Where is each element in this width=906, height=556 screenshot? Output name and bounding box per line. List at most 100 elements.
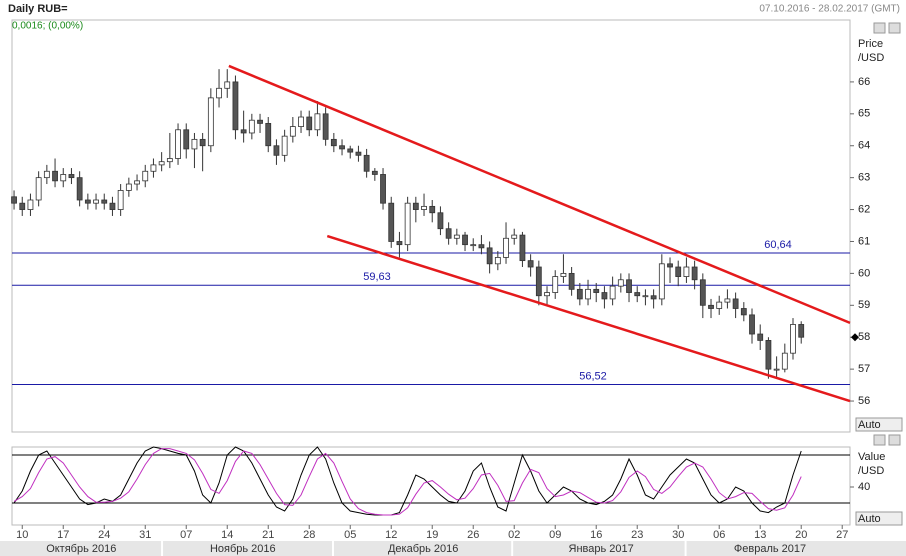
candle-body <box>314 113 321 131</box>
candle-body <box>429 205 436 214</box>
candle-body <box>125 183 132 191</box>
candle-body <box>511 234 518 239</box>
candle-body <box>478 244 485 249</box>
y-tick-label: 63 <box>858 172 870 184</box>
candle-body <box>716 301 723 309</box>
candle-body <box>76 177 83 201</box>
candle-body <box>306 116 313 131</box>
candle-body <box>380 174 386 204</box>
candle-body <box>330 138 337 147</box>
level-label: 60,64 <box>764 239 792 251</box>
candle-body <box>617 279 624 287</box>
candle-body <box>708 304 714 309</box>
level-label: 59,63 <box>363 271 391 283</box>
month-label: Февраль 2017 <box>734 543 806 555</box>
candle-body <box>60 174 67 182</box>
candle-body <box>560 272 567 277</box>
trendline <box>326 234 851 403</box>
price-frame <box>11 19 851 433</box>
x-tick-label: 28 <box>303 529 315 541</box>
candle-body <box>519 234 526 262</box>
scale-label: Auto <box>858 419 881 431</box>
candle-body <box>35 177 42 201</box>
candle-body <box>724 298 731 303</box>
candle-body <box>150 164 157 172</box>
candle-body <box>667 263 673 268</box>
y-tick-label: 40 <box>858 481 870 493</box>
oscillator-line <box>13 448 802 516</box>
y-tick-label: 64 <box>858 140 870 152</box>
candle-body <box>273 145 280 156</box>
candle-body <box>240 129 247 134</box>
candle-body <box>462 234 468 246</box>
candle-body <box>232 81 239 131</box>
icon[interactable] <box>888 22 901 34</box>
candle-body <box>371 170 378 175</box>
candle-body <box>68 174 75 179</box>
candle-body <box>52 170 58 182</box>
candle-body <box>183 129 190 150</box>
candle-body <box>257 119 263 124</box>
axis-label: /USD <box>858 465 884 477</box>
icon[interactable] <box>873 22 886 34</box>
candle-body <box>363 154 370 172</box>
candle-body <box>404 202 411 246</box>
y-tick-label: 56 <box>858 395 870 407</box>
candle-body <box>347 148 354 153</box>
candle-body <box>593 288 600 293</box>
scale-button[interactable] <box>855 511 903 526</box>
candle-body <box>773 368 780 371</box>
candle-body <box>19 202 26 210</box>
month-label: Декабрь 2016 <box>388 543 458 555</box>
x-tick-label: 16 <box>590 529 602 541</box>
candle-body <box>11 196 17 204</box>
x-tick-label: 14 <box>221 529 233 541</box>
x-tick-label: 07 <box>180 529 192 541</box>
candle-body <box>740 308 747 316</box>
candle-body <box>281 135 288 156</box>
candle-body <box>527 260 534 268</box>
candle-body <box>453 234 460 239</box>
candle-body <box>642 295 649 298</box>
x-tick-label: 12 <box>385 529 397 541</box>
candle-body <box>437 212 444 230</box>
level-label-bg <box>573 370 613 383</box>
candle-body <box>749 314 755 335</box>
candle-body <box>445 228 452 239</box>
candle-body <box>355 151 362 156</box>
candle-body <box>289 126 296 137</box>
candle-body <box>609 285 616 300</box>
candle-body <box>486 247 493 265</box>
candle-body <box>585 288 591 300</box>
icon[interactable] <box>888 434 901 446</box>
candle-body <box>552 276 559 293</box>
candle-body <box>650 295 657 300</box>
y-tick-label: 62 <box>858 203 870 215</box>
candle-body <box>765 340 772 370</box>
oscillator-line <box>13 446 802 516</box>
candle-body <box>224 81 231 89</box>
candle-body <box>248 119 255 134</box>
y-tick-label: 60 <box>858 267 870 279</box>
candle-body <box>396 241 403 246</box>
x-tick-label: 05 <box>344 529 356 541</box>
candle-body <box>216 87 222 99</box>
candle-body <box>535 266 542 297</box>
x-tick-label: 27 <box>836 529 848 541</box>
candle-body <box>322 113 329 140</box>
candle-body <box>27 199 34 210</box>
candle-body <box>683 266 690 277</box>
scale-button[interactable] <box>855 417 903 432</box>
x-tick-label: 13 <box>754 529 766 541</box>
month-label: Январь 2017 <box>569 543 634 555</box>
x-tick-label: 09 <box>549 529 561 541</box>
month-label: Ноябрь 2016 <box>210 543 276 555</box>
candle-body <box>781 352 788 370</box>
level-label-bg <box>357 271 397 284</box>
candle-body <box>43 170 50 179</box>
candle-body <box>658 263 665 300</box>
oscillator-frame <box>11 446 851 526</box>
candle-body <box>544 292 550 297</box>
y-tick-label: 59 <box>858 299 870 311</box>
icon[interactable] <box>873 434 886 446</box>
